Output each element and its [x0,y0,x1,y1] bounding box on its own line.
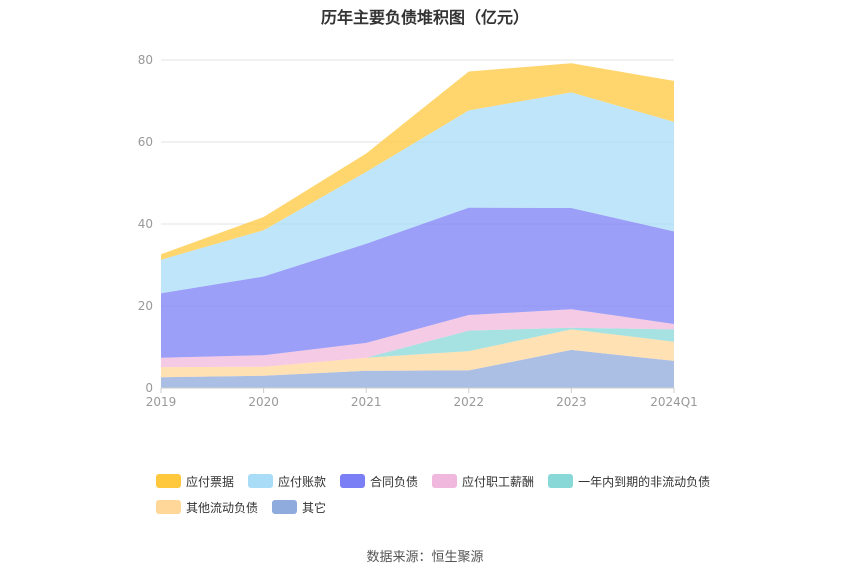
legend-item[interactable]: 其它 [272,498,326,516]
legend-item[interactable]: 应付账款 [248,472,326,490]
y-tick-label: 60 [138,135,153,149]
area-series-6 [161,63,674,260]
x-tick-label: 2019 [146,395,177,409]
legend-item[interactable]: 其他流动负债 [156,498,258,516]
legend-swatch [248,474,274,488]
x-tick-label: 2021 [351,395,382,409]
legend-item[interactable]: 合同负债 [340,472,418,490]
y-tick-label: 40 [138,217,153,231]
legend-swatch [156,474,181,488]
x-tick-label: 2020 [248,395,279,409]
legend-label: 合同负债 [370,474,419,489]
legend-label: 其它 [302,500,327,515]
legend-item[interactable]: 应付职工薪酬 [432,472,534,490]
legend-item[interactable]: 应付票据 [156,472,234,490]
legend-swatch [548,474,574,488]
x-tick-label: 2024Q1 [650,395,698,409]
axes: 0 20 40 60 80 2019 2020 2021 2022 2023 2024Q1 [138,53,698,409]
chart-title: 历年主要负债堆积图（亿元） [320,8,529,27]
area-series [161,63,674,388]
legend-label: 应付职工薪酬 [462,474,535,489]
area-series-4 [161,207,674,358]
y-tick-label: 20 [138,299,153,313]
chart-legend: 应付票据 应付账款 合同负债 应付职工薪酬 一年内到期的非流动负债其他流动负债 其它 [156,472,716,516]
legend-swatch [340,474,366,488]
area-series-3 [161,309,674,368]
y-tick-label: 0 [145,381,153,395]
x-tick-label: 2022 [454,395,485,409]
area-series-0 [161,349,674,388]
legend-label: 一年内到期的非流动负债 [578,474,711,489]
stacked-area-chart: 0 20 40 60 80 2019 2020 2021 2022 2023 2024Q1 [138,53,698,409]
legend-label: 应付票据 [186,474,235,489]
legend-swatch [156,500,181,514]
y-tick-label: 80 [138,53,153,67]
area-series-5 [161,92,674,294]
area-series-2 [161,327,674,368]
data-source-note: 数据来源：恒生聚源 [366,550,484,565]
legend-swatch [432,474,458,488]
legend-swatch [272,500,298,514]
legend-item[interactable]: 一年内到期的非流动负债 [548,472,710,490]
legend-label: 其他流动负债 [186,500,259,515]
x-tick-label: 2023 [556,395,587,409]
area-series-1 [161,329,674,378]
legend-label: 应付账款 [278,474,327,489]
